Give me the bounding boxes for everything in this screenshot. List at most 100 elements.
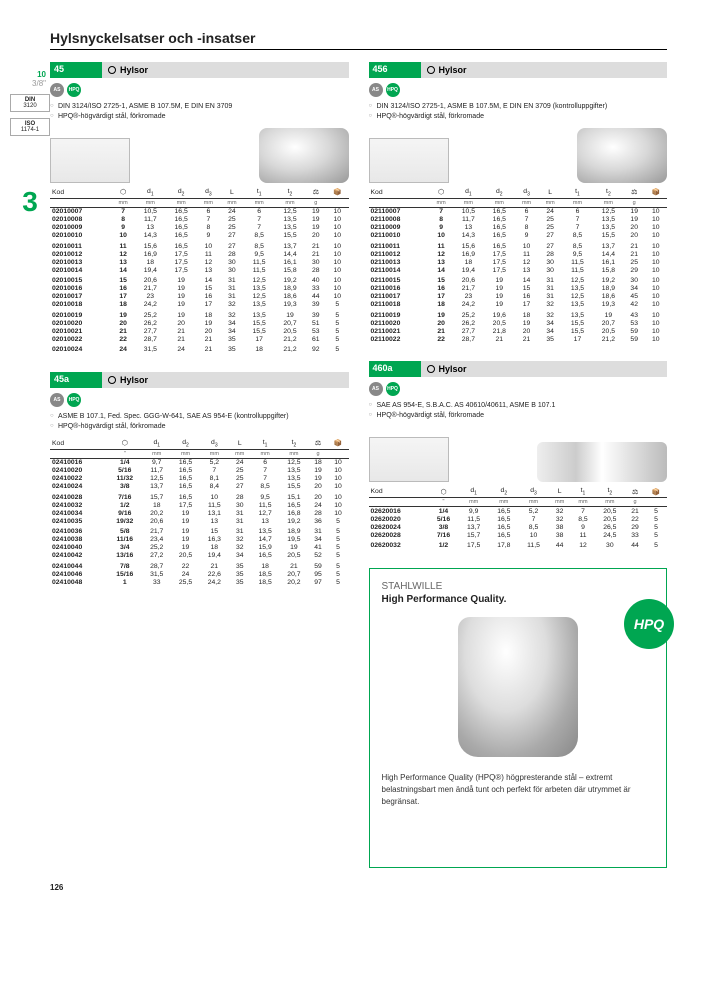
- table-row: 02010008811,716,5725713,51910: [50, 216, 349, 224]
- cell: 26,2: [135, 319, 166, 327]
- dimension-diagram: [369, 437, 449, 482]
- cell: 19: [171, 509, 200, 517]
- cell: 19,2: [280, 517, 309, 525]
- cell: 20,5: [484, 319, 515, 327]
- col-header: Kod: [50, 438, 107, 450]
- cell: 02010015: [50, 274, 111, 285]
- cell: 21: [625, 507, 645, 516]
- cell: 14: [197, 274, 221, 285]
- cell: 02620024: [369, 523, 429, 531]
- cell: 13: [515, 266, 539, 274]
- table-row: 0201000991316,5825713,51910: [50, 224, 349, 232]
- cell: 02410042: [50, 552, 107, 560]
- cell: 11,5: [459, 515, 489, 523]
- col-unit: mm: [244, 198, 275, 207]
- cell: 21: [624, 250, 645, 258]
- cell: 34: [538, 319, 562, 327]
- cell: 8,5: [244, 240, 275, 251]
- cell: 21,7: [453, 285, 484, 293]
- cell: 31: [229, 525, 251, 536]
- cell: 27: [538, 240, 562, 251]
- cell: 18: [515, 309, 539, 320]
- cell: 17,5: [171, 501, 200, 509]
- cell: 02110012: [369, 250, 430, 258]
- cell: 15,5: [280, 483, 309, 491]
- cell: 20,7: [593, 319, 624, 327]
- cell: 19: [171, 544, 200, 552]
- section-number: 3: [10, 186, 50, 218]
- cell: 15: [197, 285, 221, 293]
- cell: 13,5: [244, 301, 275, 309]
- cell: 18: [197, 309, 221, 320]
- col-unit: mm: [484, 198, 515, 207]
- ring-icon: [427, 66, 435, 74]
- cell: 10: [515, 240, 539, 251]
- page-layout: 10 3/8" DIN 3120 ISO 1174-1 3 45HylsorAS…: [10, 62, 667, 868]
- cell: 25: [220, 216, 244, 224]
- cell: 27: [538, 232, 562, 240]
- cell: 24: [229, 458, 251, 467]
- cell: 9/16: [107, 509, 142, 517]
- cell: 45: [624, 293, 645, 301]
- col-header: d2: [166, 187, 197, 199]
- cell: 16,5: [484, 224, 515, 232]
- cell: 51: [305, 319, 326, 327]
- cell: 12: [429, 250, 453, 258]
- spec-line: DIN 3124/ISO 2725-1, ASME B 107.5M, E DI…: [369, 102, 668, 112]
- cell: 14: [515, 274, 539, 285]
- cell: 1/2: [428, 539, 458, 550]
- cell: 6: [251, 458, 280, 467]
- col-header: L: [538, 187, 562, 199]
- cell: 5: [328, 570, 349, 578]
- cell: 02110022: [369, 335, 430, 343]
- cell: 17,5: [166, 258, 197, 266]
- cell: 21: [197, 335, 221, 343]
- cell: 20,6: [142, 517, 171, 525]
- col-header: d1: [459, 486, 489, 498]
- cell: 8,5: [519, 523, 548, 531]
- table-row: 02110007710,516,5624612,51910: [369, 207, 668, 216]
- cell: 24,2: [200, 578, 229, 586]
- cell: 02410028: [50, 491, 107, 502]
- cell: 9,9: [459, 507, 489, 516]
- table-row: 020100101014,316,59278,515,52010: [50, 232, 349, 240]
- cell: 02010011: [50, 240, 111, 251]
- cell: 15,5: [244, 327, 275, 335]
- table-row: 020100242431,52421351821,2925: [50, 343, 349, 354]
- cell: 21: [197, 343, 221, 354]
- cell: 7: [562, 224, 593, 232]
- cell: 3/8: [107, 483, 142, 491]
- cell: 16,5: [489, 515, 519, 523]
- cell: 5: [328, 517, 349, 525]
- cell: 10,5: [135, 207, 166, 216]
- cell: 32: [220, 309, 244, 320]
- cell: 18: [251, 560, 280, 571]
- cell: 19,4: [200, 552, 229, 560]
- cell: 6: [562, 207, 593, 216]
- cell: 8: [197, 224, 221, 232]
- cell: 13: [197, 266, 221, 274]
- table-row: 021100181824,219173213,519,34210: [369, 301, 668, 309]
- table-row: 021100101014,316,59278,515,52010: [369, 232, 668, 240]
- cell: 3/4: [107, 544, 142, 552]
- cell: 10: [326, 274, 348, 285]
- cell: 5: [645, 539, 667, 550]
- cell: 17: [562, 335, 593, 343]
- cell: 02110020: [369, 319, 430, 327]
- table-row: 021100141419,417,5133011,515,82910: [369, 266, 668, 274]
- main-content: 45HylsorASHPQDIN 3124/ISO 2725-1, ASME B…: [50, 62, 667, 868]
- cell: 21: [429, 327, 453, 335]
- cell: 35: [229, 560, 251, 571]
- cell: 11,7: [142, 467, 171, 475]
- cell: 1/4: [107, 458, 142, 467]
- cell: 19: [484, 301, 515, 309]
- cell: 16,5: [166, 216, 197, 224]
- din-val: 3120: [13, 103, 47, 109]
- cell: 17: [244, 335, 275, 343]
- cell: 17: [515, 301, 539, 309]
- cell: 02010022: [50, 335, 111, 343]
- cell: 12,5: [244, 293, 275, 301]
- cell: 16,5: [484, 207, 515, 216]
- cell: 31: [538, 274, 562, 285]
- cell: 21: [305, 240, 326, 251]
